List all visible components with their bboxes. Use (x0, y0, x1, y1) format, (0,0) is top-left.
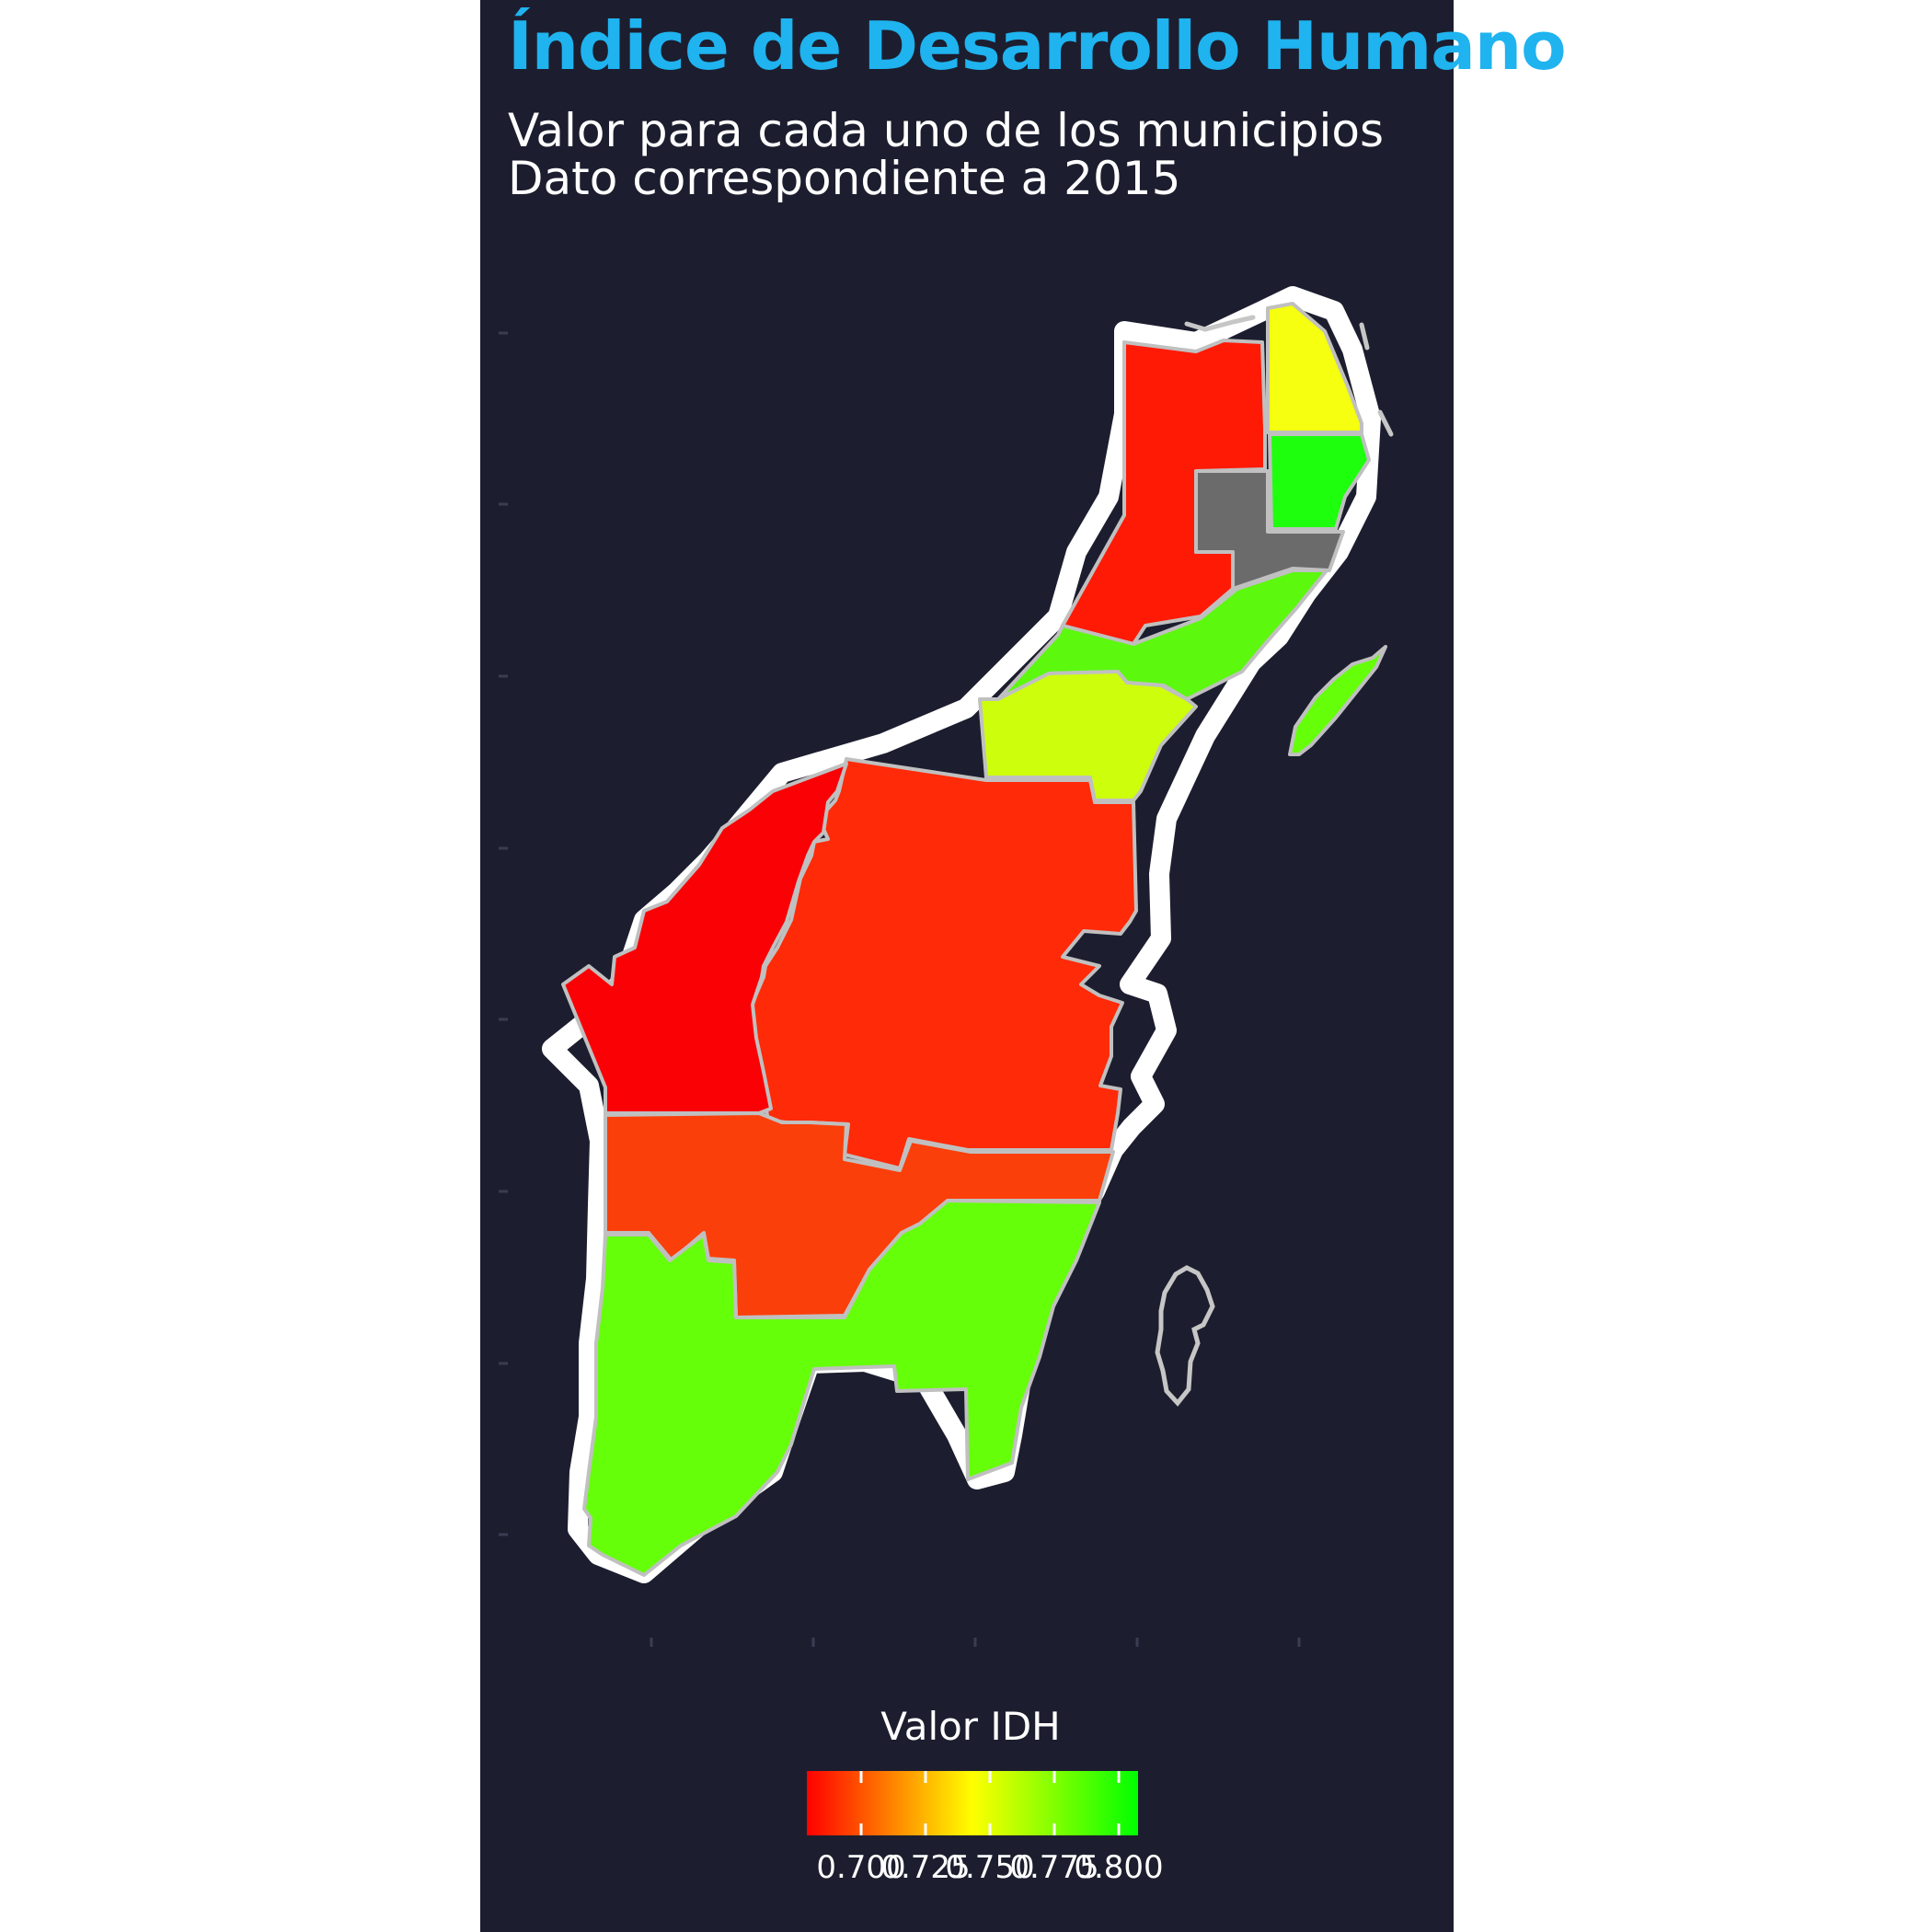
legend-tick-label: 0.800 (1074, 1849, 1164, 1886)
legend-tick-label: 0.725 (880, 1849, 971, 1886)
legend (807, 1771, 1138, 1835)
subtitle-line-1: Valor para cada uno de los municipios (508, 107, 1385, 157)
legend-title: Valor IDH (880, 1704, 1061, 1749)
map-title: Índice de Desarrollo Humano (508, 7, 1567, 85)
municipality-9 (582, 1199, 1101, 1577)
legend-tick-label: 0.700 (816, 1849, 906, 1886)
legend-tick-marks (859, 1771, 1121, 1835)
axis-ticks (499, 331, 1301, 1647)
municipality-7 (561, 762, 848, 1115)
map-subtitle: Valor para cada uno de los municipios Da… (508, 107, 1454, 202)
islands (1155, 315, 1394, 1407)
municipalities (561, 302, 1387, 1577)
subtitle-line-2: Dato correspondiente a 2015 (508, 152, 1181, 202)
legend-tick-label: 0.775 (1009, 1849, 1099, 1886)
legend-tick-label: 0.750 (945, 1849, 1035, 1886)
legend-colorbar (807, 1771, 1138, 1835)
municipality-2 (1268, 432, 1371, 531)
municipality-10 (1288, 645, 1387, 756)
